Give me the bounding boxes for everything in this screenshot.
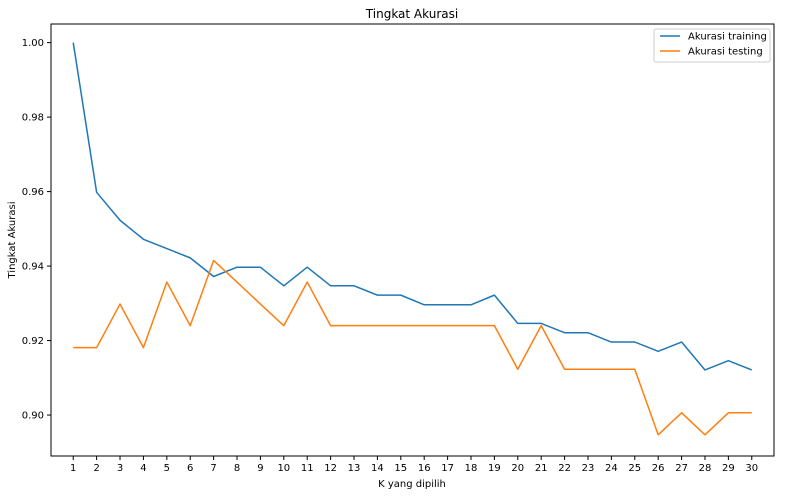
series-layer [72, 42, 753, 436]
series-line-testing [73, 259, 752, 436]
legend-label-testing: Akurasi testing [688, 47, 763, 58]
x-tick-label: 9 [257, 463, 263, 474]
x-tick-label: 22 [558, 463, 571, 474]
x-tick-label: 30 [745, 463, 758, 474]
x-tick-label: 8 [234, 463, 240, 474]
x-tick-label: 10 [277, 463, 290, 474]
x-tick-label: 11 [301, 463, 314, 474]
y-axis-label: Tingkat Akurasi [7, 202, 18, 280]
x-tick-label: 21 [535, 463, 548, 474]
legend: Akurasi training Akurasi testing [653, 28, 771, 63]
x-tick-label: 27 [675, 463, 688, 474]
x-tick-label: 23 [582, 463, 595, 474]
y-axis-ticks: 0.90 0.92 0.94 0.96 0.98 1.00 [22, 38, 51, 422]
x-tick-label: 25 [628, 463, 641, 474]
x-tick-label: 12 [324, 463, 337, 474]
y-tick-label: 1.00 [22, 38, 44, 49]
x-axis-ticks: 1 2 3 4 5 6 7 8 9 10 11 12 13 14 15 16 17 18 19 20 21 22 23 24 2… [70, 456, 758, 474]
x-tick-label: 4 [140, 463, 146, 474]
x-tick-label: 28 [699, 463, 712, 474]
x-tick-label: 20 [511, 463, 524, 474]
series-line-training [72, 42, 753, 371]
x-tick-label: 15 [394, 463, 407, 474]
y-tick-label: 0.98 [22, 113, 44, 124]
x-tick-label: 7 [210, 463, 216, 474]
y-tick-label: 0.92 [22, 336, 44, 347]
x-tick-label: 14 [371, 463, 384, 474]
y-tick-label: 0.96 [22, 187, 44, 198]
x-tick-label: 3 [117, 463, 123, 474]
x-tick-label: 16 [418, 463, 431, 474]
x-tick-label: 5 [164, 463, 170, 474]
y-tick-label: 0.90 [22, 411, 44, 422]
x-tick-label: 13 [348, 463, 361, 474]
x-tick-label: 19 [488, 463, 501, 474]
x-tick-label: 17 [441, 463, 454, 474]
x-tick-label: 29 [722, 463, 735, 474]
x-tick-label: 1 [70, 463, 76, 474]
x-tick-label: 26 [652, 463, 665, 474]
x-tick-label: 2 [93, 463, 99, 474]
plot-area-frame [50, 23, 775, 457]
y-tick-label: 0.94 [22, 262, 44, 273]
chart-title: Tingkat Akurasi [365, 7, 458, 21]
x-tick-label: 6 [187, 463, 193, 474]
legend-label-training: Akurasi training [688, 32, 767, 43]
x-axis-label: K yang dipilih [378, 479, 446, 490]
legend-box [653, 28, 771, 63]
x-tick-label: 24 [605, 463, 618, 474]
x-tick-label: 18 [465, 463, 478, 474]
